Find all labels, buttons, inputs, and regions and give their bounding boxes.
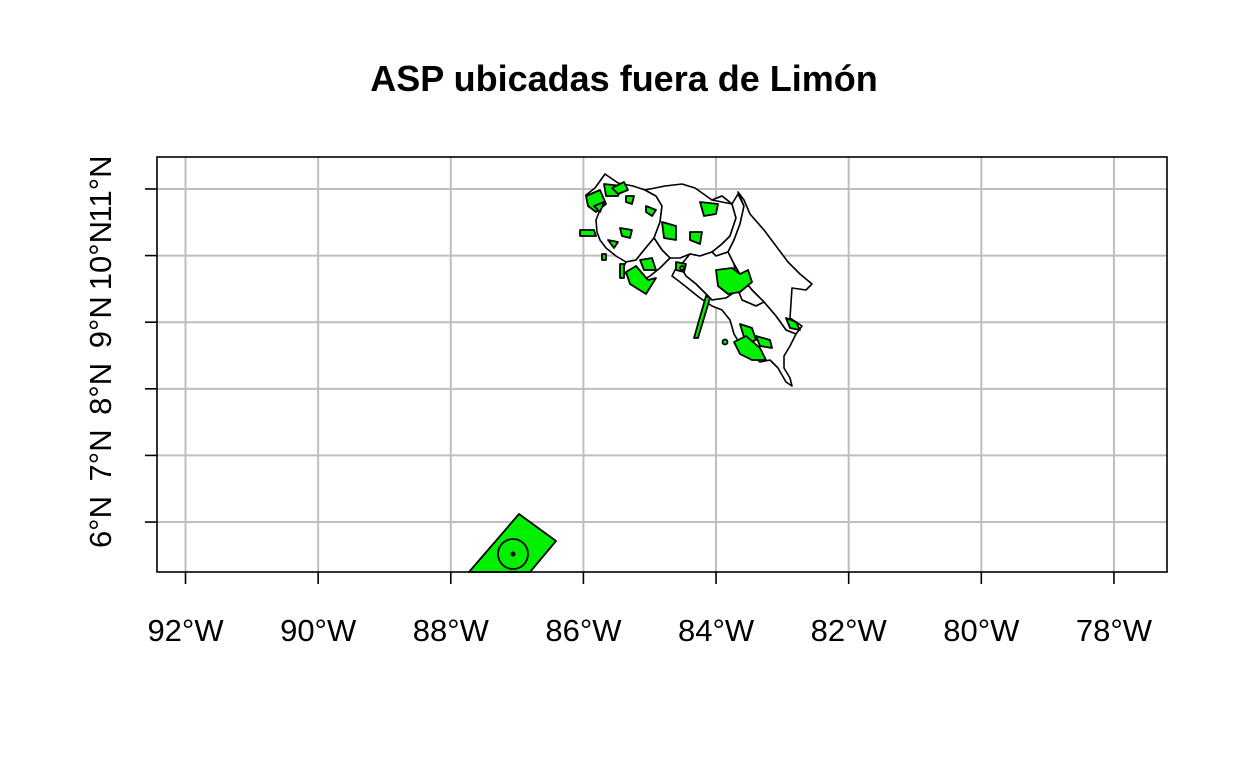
asp-area	[733, 335, 767, 361]
asp-area	[625, 265, 657, 295]
map-title: ASP ubicadas fuera de Limón	[370, 58, 878, 99]
x-tick-label: 84°W	[678, 613, 755, 648]
asp-area	[699, 201, 719, 217]
asp-layer	[468, 181, 801, 573]
asp-area	[593, 201, 605, 213]
isla-del-coco-island	[510, 551, 516, 557]
asp-channel-line	[693, 295, 711, 339]
asp-islet	[721, 338, 729, 346]
isla-del-coco-ring	[497, 538, 529, 570]
axes: 92°W 90°W 88°W 86°W 84°W 82°W 80°W 78°W 6°N 7°N 8°…	[83, 155, 1153, 648]
x-tick-label: 86°W	[545, 613, 622, 648]
y-tick-label: 6°N	[83, 496, 118, 548]
asp-area	[645, 205, 657, 217]
asp-area	[639, 257, 657, 271]
asp-area	[661, 221, 677, 241]
y-tick-label: 9°N	[83, 296, 118, 348]
y-tick-label: 8°N	[83, 363, 118, 415]
plot-border	[156, 156, 1168, 573]
x-tick-label: 80°W	[943, 613, 1020, 648]
x-tick-label: 90°W	[280, 613, 357, 648]
asp-area	[689, 231, 703, 245]
asp-area	[619, 227, 633, 239]
x-tick-label: 92°W	[147, 613, 224, 648]
asp-area	[611, 181, 629, 195]
asp-area	[625, 195, 635, 205]
asp-area	[579, 229, 597, 237]
asp-area	[607, 239, 619, 249]
asp-area	[715, 267, 753, 295]
x-tick-label: 88°W	[413, 613, 490, 648]
y-tick-label: 10°N	[83, 221, 118, 290]
asp-islet	[679, 265, 685, 271]
asp-area	[619, 263, 625, 279]
asp-area	[785, 317, 801, 331]
asp-area	[601, 253, 607, 261]
province-layer	[585, 173, 813, 387]
y-tick-label: 7°N	[83, 429, 118, 481]
x-tick-label: 78°W	[1076, 613, 1153, 648]
x-tick-label: 82°W	[811, 613, 888, 648]
asp-area	[755, 335, 773, 349]
y-tick-label: 11°N	[83, 155, 118, 222]
